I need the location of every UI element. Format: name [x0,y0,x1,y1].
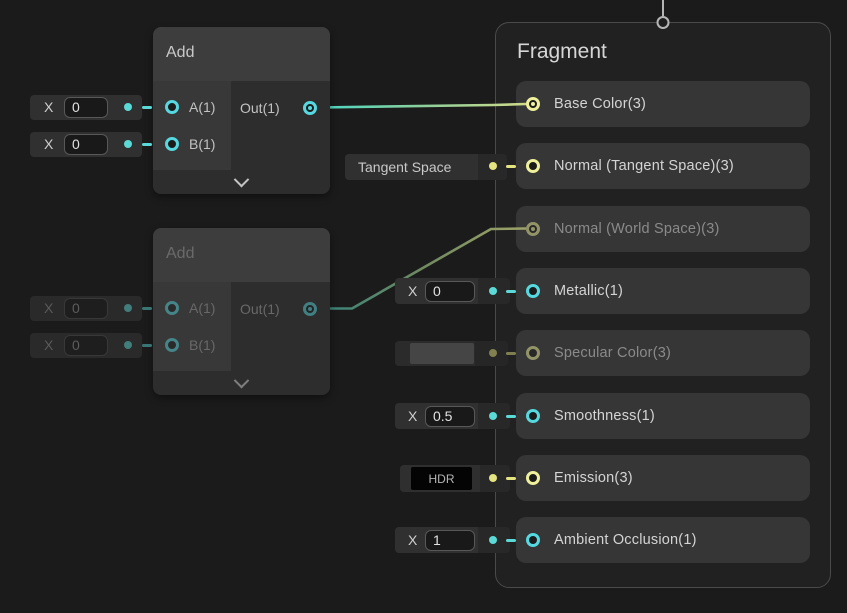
smoothness-port[interactable] [526,409,540,423]
specular-color-widget [395,341,508,366]
add-node-2-title: Add [166,245,195,262]
add1-a-connector-dash [142,105,152,109]
x-label: X [44,136,54,152]
normal-space-dropdown-value: Tangent Space [358,159,452,175]
chevron-down-icon[interactable] [233,372,250,388]
smoothness-value-field[interactable]: 0.5 [425,405,475,427]
add2-a-default-widget: X 0 [30,295,142,321]
add2-a-value-field[interactable]: 0 [64,297,108,319]
emission-connector-dot [489,474,497,482]
base-color-port[interactable] [526,97,540,111]
x-label: X [408,408,418,424]
chevron-down-icon[interactable] [233,171,250,187]
slot-ambient-occlusion[interactable]: Ambient Occlusion(1) [516,517,810,563]
emission-connector-dash [506,476,516,480]
slot-normal-world-space[interactable]: Normal (World Space)(3) [516,206,810,252]
x-label: X [408,532,418,548]
add-node-1-title: Add [166,44,195,61]
add-node-2-footer [153,371,330,395]
slot-normal-tangent-space[interactable]: Normal (Tangent Space)(3) [516,143,810,189]
add1-port-b-label: B(1) [189,136,216,152]
add1-a-value-field[interactable]: 0 [64,96,108,118]
vertex-stack-connector-circle[interactable] [656,16,670,29]
normal-space-dropdown[interactable]: Tangent Space [345,154,478,180]
hdr-color-swatch[interactable]: HDR [411,467,472,490]
add2-port-a-label: A(1) [189,300,216,316]
add1-a-default-widget: X 0 [30,94,142,120]
normal-tangent-space-port[interactable] [526,159,540,173]
add-node-1[interactable]: Add [153,27,330,194]
add2-port-b-label: B(1) [189,337,216,353]
emission-hdr-widget: HDR [400,465,510,492]
slot-base-color[interactable]: Base Color(3) [516,81,810,127]
specular-connector-dash [506,351,516,355]
ambient-occlusion-port[interactable] [526,533,540,547]
wire-add1-to-base-color[interactable] [317,102,527,109]
add2-port-out-label: Out(1) [240,300,280,317]
ao-connector-dot [489,536,497,544]
add-node-1-input-column [153,81,231,170]
add1-b-default-widget: X 0 [30,131,142,157]
add2-b-connector-dash [142,343,152,347]
add-node-2[interactable]: Add [153,228,330,395]
add1-port-out-label: Out(1) [240,99,280,116]
metallic-connector-dot [489,287,497,295]
add-node-2-header[interactable]: Add [153,228,330,282]
add1-port-a-label: A(1) [189,99,216,115]
x-label: X [408,283,418,299]
add1-port-b[interactable] [165,137,179,151]
normal-world-space-port[interactable] [526,222,540,236]
add2-port-a[interactable] [165,301,179,315]
wire-add2-to-normal-world-space[interactable] [318,227,527,310]
metallic-value-field[interactable]: 0 [425,280,475,302]
add1-b-value-field[interactable]: 0 [64,133,108,155]
normal-space-dropdown-widget: Tangent Space [345,154,507,180]
slot-smoothness[interactable]: Smoothness(1) [516,393,810,439]
add2-b-connector-dot [124,341,132,349]
add1-a-connector-dot [124,103,132,111]
add2-a-connector-dot [124,304,132,312]
specular-connector-dot [489,349,497,357]
metallic-port[interactable] [526,284,540,298]
x-label: X [44,300,54,316]
tangent-connector-dash [506,164,516,168]
ao-connector-dash [506,538,516,542]
add2-a-connector-dash [142,306,152,310]
add2-port-out[interactable] [303,301,317,316]
add2-b-default-widget: X 0 [30,332,142,358]
add1-port-a[interactable] [165,100,179,114]
tangent-connector-dot [489,162,497,170]
add-node-2-input-column [153,282,231,371]
x-label: X [44,99,54,115]
add1-b-connector-dot [124,140,132,148]
smoothness-connector-dash [506,414,516,418]
slot-metallic[interactable]: Metallic(1) [516,268,810,314]
x-label: X [44,337,54,353]
emission-port[interactable] [526,471,540,485]
add1-b-connector-dash [142,142,152,146]
slot-emission[interactable]: Emission(3) [516,455,810,501]
add1-port-out[interactable] [303,100,317,115]
specular-color-swatch[interactable] [410,343,474,364]
slot-specular-color[interactable]: Specular Color(3) [516,330,810,376]
add2-port-b[interactable] [165,338,179,352]
specular-color-port[interactable] [526,346,540,360]
add-node-1-header[interactable]: Add [153,27,330,81]
add-node-1-footer [153,170,330,194]
fragment-title: Fragment [517,40,607,63]
smoothness-connector-dot [489,412,497,420]
add2-b-value-field[interactable]: 0 [64,334,108,356]
metallic-connector-dash [506,289,516,293]
ambient-occlusion-value-field[interactable]: 1 [425,529,475,551]
